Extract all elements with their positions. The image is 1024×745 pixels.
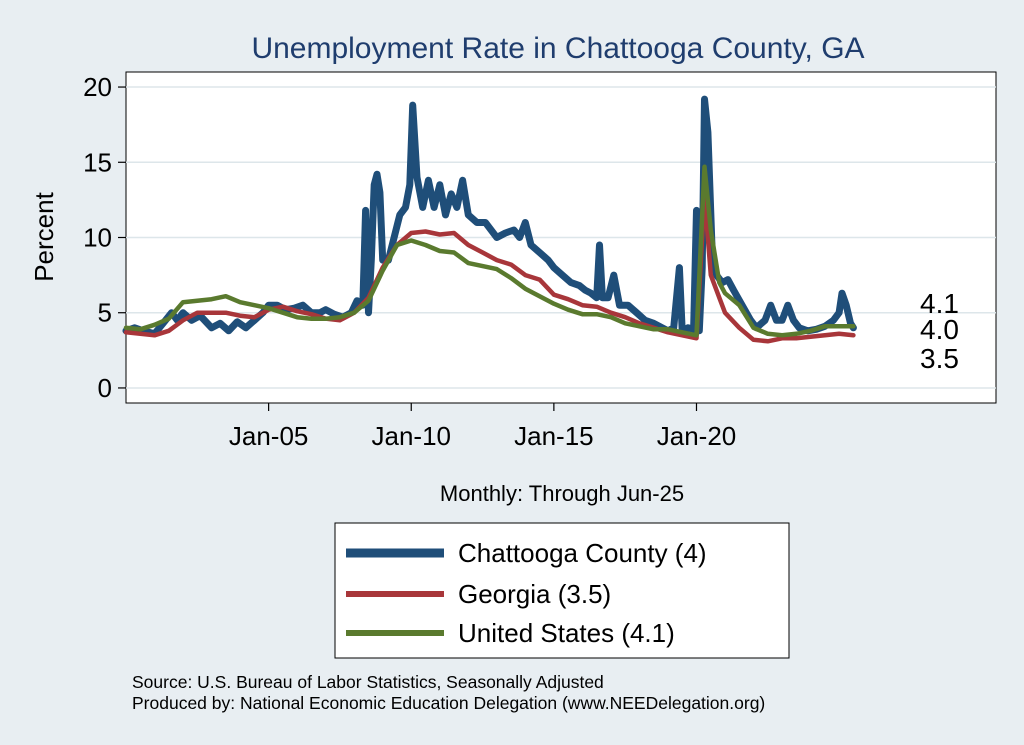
series-lines: [122, 95, 857, 344]
y-tick-label: 15: [83, 147, 112, 177]
producer-note: Produced by: National Economic Education…: [132, 693, 765, 713]
chart-title: Unemployment Rate in Chattooga County, G…: [251, 32, 864, 65]
source-note: Source: U.S. Bureau of Labor Statistics,…: [132, 672, 604, 692]
end-label-united-states: 4.1: [920, 288, 959, 319]
end-label-chattooga: 4.0: [920, 314, 959, 345]
y-axis: 0 5 10 15 20: [83, 72, 126, 403]
legend-label-chattooga: Chattooga County (4): [458, 538, 707, 568]
y-tick-label: 5: [98, 298, 112, 328]
x-tick-label: Jan-15: [514, 421, 594, 451]
x-axis: Jan-05 Jan-10 Jan-15 Jan-20: [229, 403, 736, 451]
y-tick-label: 20: [83, 72, 112, 102]
series-line-united-states: [123, 164, 856, 338]
y-tick-label: 0: [98, 373, 112, 403]
x-tick-label: Jan-05: [229, 421, 309, 451]
y-tick-label: 10: [83, 223, 112, 253]
x-tick-label: Jan-10: [371, 421, 451, 451]
x-axis-title: Monthly: Through Jun-25: [440, 481, 684, 506]
y-axis-title: Percent: [29, 191, 59, 281]
series-line-georgia: [123, 193, 856, 344]
x-tick-label: Jan-20: [657, 421, 737, 451]
end-label-georgia: 3.5: [920, 343, 959, 374]
legend: Chattooga County (4) Georgia (3.5) Unite…: [334, 522, 790, 659]
legend-label-united-states: United States (4.1): [458, 618, 675, 648]
legend-label-georgia: Georgia (3.5): [458, 579, 611, 609]
end-labels: 4.14.03.5: [920, 288, 959, 374]
